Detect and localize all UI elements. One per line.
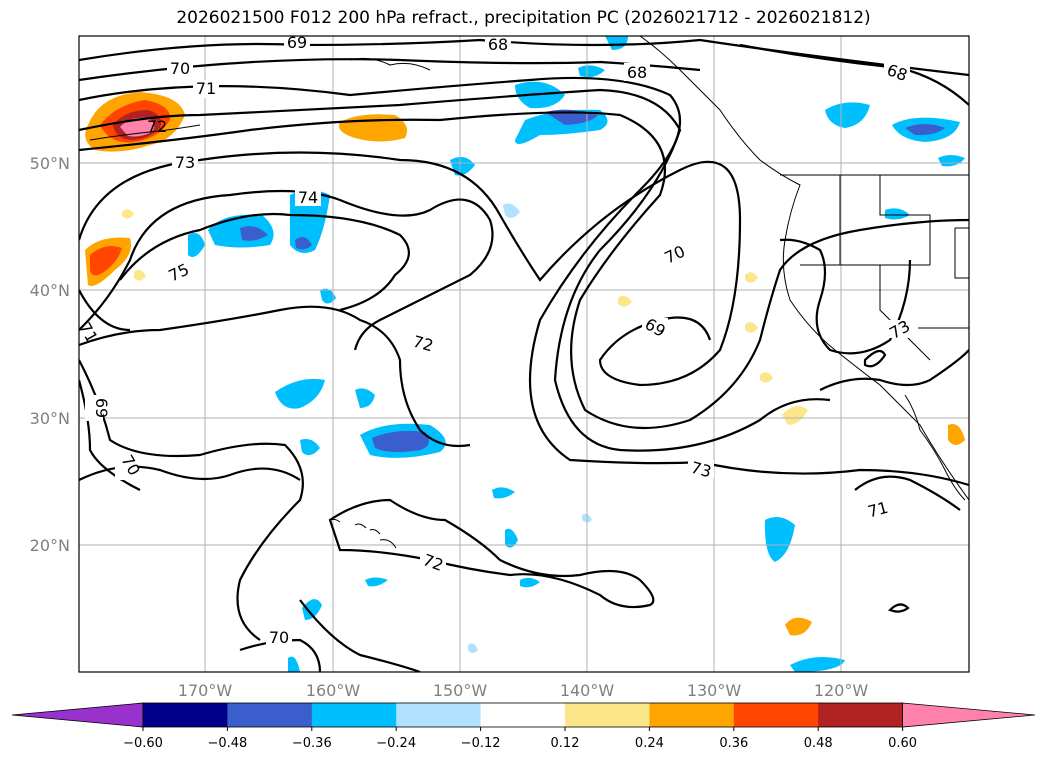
precip-positive-blob	[90, 246, 122, 276]
colorbar-segment	[733, 703, 819, 727]
lat-label: 30°N	[30, 409, 70, 428]
precip-negative-blob	[240, 226, 268, 241]
colorbar-frame	[142, 702, 903, 728]
contour-label: 74	[298, 188, 318, 207]
lat-label: 40°N	[30, 281, 70, 300]
precip-negative-blob	[372, 430, 429, 453]
precip-positive-blob	[745, 322, 758, 333]
precip-negative-blob	[492, 487, 515, 499]
colorbar-segment	[565, 703, 650, 727]
precip-negative-blob	[790, 656, 845, 672]
precip-negative-blob	[605, 36, 628, 50]
colorbar-tick-label: −0.36	[292, 736, 332, 751]
contour-label: 71	[75, 319, 102, 346]
contour-label: 68	[488, 35, 508, 54]
precip-positive-blob	[134, 269, 146, 281]
precip-negative-blob	[355, 388, 375, 408]
contour-label: 68	[627, 63, 647, 82]
contour-label: 73	[689, 458, 714, 482]
precip-negative-blob	[578, 65, 605, 78]
lon-label: 160°W	[306, 681, 361, 700]
precip-positive-blob	[782, 406, 808, 425]
colorbar-segment	[227, 703, 313, 727]
precip-negative-blob	[520, 577, 540, 588]
colorbar-tick-label: 0.60	[888, 736, 917, 751]
contour-label: 69	[287, 33, 307, 52]
lon-label: 150°W	[433, 681, 488, 700]
contour-label: 71	[866, 498, 891, 522]
colorbar-tick-label: −0.12	[461, 736, 501, 751]
precip-negative-blob	[275, 378, 325, 409]
colorbar-tick-label: 0.24	[635, 736, 664, 751]
latitude-labels: 50°N 40°N 30°N 20°N	[30, 154, 70, 555]
colorbar: −0.60 −0.48 −0.36 −0.24 −0.12 0.12 0.24 0.36 0.4…	[11, 702, 1036, 751]
coastlines	[89, 36, 969, 549]
precip-negative-blob	[885, 208, 910, 220]
graticule	[79, 36, 969, 672]
longitude-labels: 170°W 160°W 150°W 140°W 130°W 120°W	[178, 681, 869, 700]
lon-label: 130°W	[687, 681, 742, 700]
precip-negative-blob	[188, 232, 205, 258]
colorbar-tick-label: 0.48	[804, 736, 833, 751]
colorbar-segment	[143, 703, 228, 727]
contour-label: 72	[147, 117, 167, 136]
precip-negative-blob	[468, 643, 478, 653]
precip-negative-blob	[764, 516, 795, 562]
lon-label: 120°W	[814, 681, 869, 700]
colorbar-tick-label: −0.48	[207, 736, 247, 751]
colorbar-segment	[480, 703, 566, 727]
colorbar-extension-min	[11, 702, 144, 728]
precip-positive-blob	[122, 209, 134, 219]
precip-negative-blob	[300, 439, 320, 456]
contour-label: 70	[170, 59, 190, 78]
colorbar-tick-label: −0.24	[376, 736, 416, 751]
contour-label: 73	[175, 153, 195, 172]
precip-positive-blob	[618, 295, 632, 307]
precip-negative-blob	[505, 528, 518, 548]
precip-negative-blob	[295, 236, 312, 250]
precip-negative-blob	[365, 577, 388, 587]
precip-shading	[85, 36, 965, 672]
contour-label: 72	[411, 332, 436, 356]
precip-positive-blob	[948, 424, 965, 445]
lat-label: 50°N	[30, 154, 70, 173]
colorbar-extension-max	[902, 702, 1036, 728]
map-title: 2026021500 F012 200 hPa refract., precip…	[176, 8, 871, 28]
precip-negative-blob	[302, 599, 322, 620]
precip-negative-blob	[905, 124, 945, 136]
colorbar-segment	[396, 703, 482, 727]
lat-label: 20°N	[30, 536, 70, 555]
colorbar-segment	[649, 703, 735, 727]
precip-positive-blob	[745, 272, 758, 283]
precip-negative-blob	[825, 102, 870, 128]
contour-label: 69	[92, 398, 111, 418]
lon-label: 170°W	[178, 681, 233, 700]
lon-label: 140°W	[560, 681, 615, 700]
colorbar-tick-label: −0.60	[123, 736, 163, 751]
contour-label: 70	[269, 628, 289, 647]
precip-negative-blob	[320, 288, 336, 304]
contour-labels: 69 68 68 68 70 71 72 73 74 75 70 69 72	[75, 33, 913, 647]
colorbar-segment	[818, 703, 904, 727]
precip-positive-blob	[120, 117, 155, 137]
colorbar-tick-label: 0.36	[719, 736, 748, 751]
precip-negative-blob	[288, 656, 300, 672]
contour-label: 71	[196, 79, 216, 98]
colorbar-segment	[311, 703, 397, 727]
precip-positive-blob	[785, 617, 812, 636]
precip-positive-blob	[760, 372, 773, 383]
precip-negative-blob	[503, 203, 520, 218]
plot-frame	[78, 35, 970, 673]
colorbar-tick-label: 0.12	[551, 736, 580, 751]
